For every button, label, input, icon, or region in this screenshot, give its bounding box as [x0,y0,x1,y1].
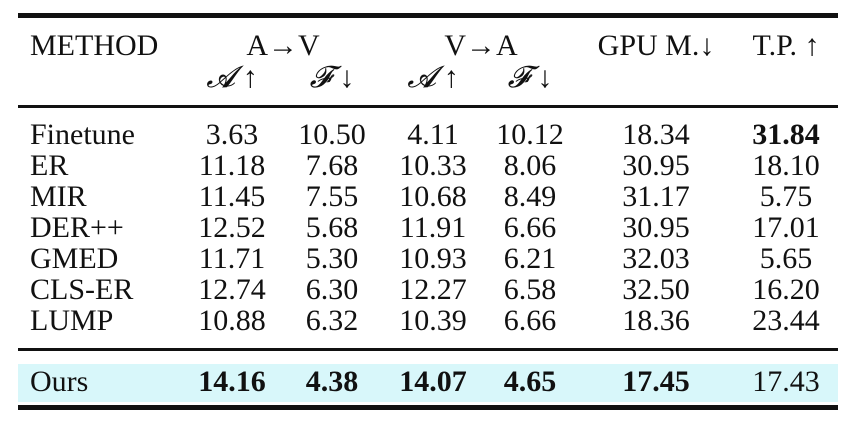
row-4-method: GMED [30,242,119,275]
row-0-av-accuracy: 3.63 [205,118,259,151]
row-1-va-forgetting: 8.06 [503,149,557,182]
ours-method: Ours [30,365,89,398]
row-3-gpu-memory: 30.95 [622,211,690,244]
header-av-forgetting: 𝓕 ↓ [309,61,355,94]
row-3-throughput: 17.01 [752,211,820,244]
header-va-accuracy: 𝓐 ↑ [407,61,459,94]
row-0-method: Finetune [30,118,135,151]
row-6-method: LUMP [30,304,114,337]
row-1-av-accuracy: 11.18 [198,149,266,182]
row-4-va-forgetting: 6.21 [503,242,557,275]
ours-av-accuracy: 14.16 [198,365,266,398]
header-throughput: T.P. ↑ [752,29,820,62]
header-va-forgetting: 𝓕 ↓ [507,61,553,94]
row-0-gpu-memory: 18.34 [622,118,690,151]
row-1-method: ER [30,149,69,182]
row-2-throughput: 5.75 [759,180,813,213]
header-av-accuracy: 𝓐 ↑ [206,61,258,94]
row-4-av-forgetting: 5.30 [305,242,359,275]
row-4-va-accuracy: 10.93 [399,242,467,275]
ours-gpu-memory: 17.45 [622,365,690,398]
top-rule [18,13,838,18]
row-5-av-forgetting: 6.30 [305,273,359,306]
row-4-gpu-memory: 32.03 [622,242,690,275]
row-2-av-accuracy: 11.45 [198,180,266,213]
header-group-va: V→A [444,29,518,62]
row-4-av-accuracy: 11.71 [198,242,266,275]
row-6-va-forgetting: 6.66 [503,304,557,337]
ours-highlight [18,364,838,402]
row-1-av-forgetting: 7.68 [305,149,359,182]
row-0-throughput: 31.84 [752,118,820,151]
row-3-av-accuracy: 12.52 [198,211,266,244]
ours-va-accuracy: 14.07 [399,365,467,398]
row-5-va-forgetting: 6.58 [503,273,557,306]
header-gpu-memory: GPU M.↓ [597,29,715,62]
row-5-method: CLS-ER [30,273,134,306]
row-6-av-accuracy: 10.88 [198,304,266,337]
row-0-va-forgetting: 10.12 [496,118,564,151]
row-3-av-forgetting: 5.68 [305,211,359,244]
row-0-va-accuracy: 4.11 [407,118,459,151]
row-2-gpu-memory: 31.17 [622,180,690,213]
ours-throughput: 17.43 [752,365,820,398]
row-5-va-accuracy: 12.27 [399,273,467,306]
header-rule [18,105,838,108]
row-1-va-accuracy: 10.33 [399,149,467,182]
row-5-av-accuracy: 12.74 [198,273,266,306]
header-method: METHOD [30,29,159,62]
row-1-gpu-memory: 30.95 [622,149,690,182]
row-6-va-accuracy: 10.39 [399,304,467,337]
row-6-throughput: 23.44 [752,304,820,337]
row-0-av-forgetting: 10.50 [298,118,366,151]
ours-va-forgetting: 4.65 [503,365,557,398]
row-5-gpu-memory: 32.50 [622,273,690,306]
row-6-av-forgetting: 6.32 [305,304,359,337]
row-2-va-accuracy: 10.68 [399,180,467,213]
row-3-va-forgetting: 6.66 [503,211,557,244]
ours-av-forgetting: 4.38 [305,365,359,398]
row-2-va-forgetting: 8.49 [503,180,557,213]
row-1-throughput: 18.10 [752,149,820,182]
bottom-rule [18,405,838,410]
row-4-throughput: 5.65 [759,242,813,275]
row-2-av-forgetting: 7.55 [305,180,359,213]
row-3-method: DER++ [30,211,124,244]
row-2-method: MIR [30,180,87,213]
row-5-throughput: 16.20 [752,273,820,306]
header-group-av: A→V [246,29,320,62]
row-6-gpu-memory: 18.36 [622,304,690,337]
row-3-va-accuracy: 11.91 [399,211,467,244]
mid-rule [18,348,838,351]
